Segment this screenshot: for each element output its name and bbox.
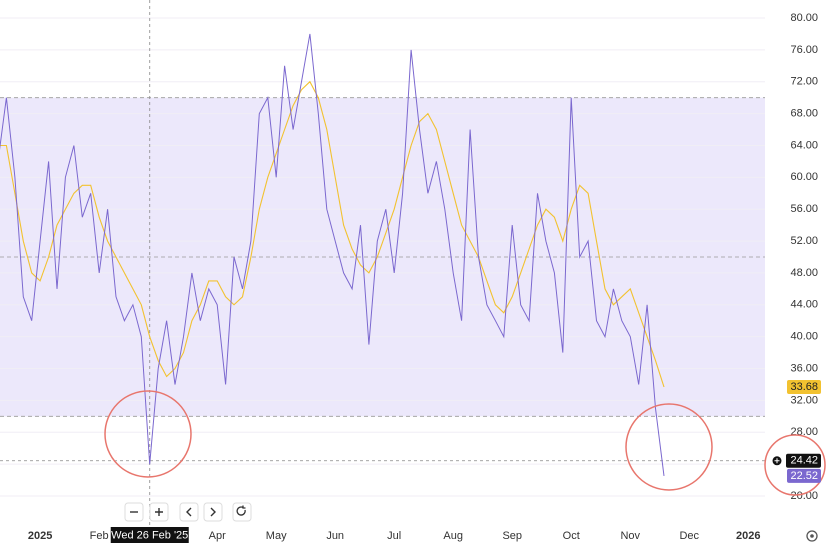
- y-tick-label: 44.00: [790, 299, 818, 311]
- crosshair-date-box: [110, 527, 189, 543]
- settings-button[interactable]: [806, 530, 818, 542]
- series-line: [0, 33, 665, 476]
- annotation-circle: [104, 390, 192, 478]
- y-tick-label: 20.00: [790, 490, 818, 502]
- y-tick-label: 76.00: [790, 44, 818, 56]
- icon: [210, 507, 216, 517]
- x-tick-label: May: [266, 530, 287, 542]
- plot-area: 20.0024.0028.0032.0036.0040.0044.0048.00…: [0, 0, 818, 542]
- x-tick-label: Aug: [443, 530, 463, 542]
- x-tick-label: Sep: [502, 530, 522, 542]
- crosshair-value-box: [786, 453, 821, 468]
- y-tick-label: 56.00: [790, 203, 818, 215]
- crosshair-value-label: 24.42: [790, 455, 818, 467]
- y-tick-label: 40.00: [790, 331, 818, 343]
- icon: [774, 458, 780, 464]
- last-value-label-box: [787, 468, 821, 483]
- x-tick-label: 2025: [28, 530, 52, 542]
- y-tick-label: 80.00: [790, 12, 818, 24]
- toolbar: [124, 502, 252, 522]
- last-value-label: 22.52: [790, 470, 818, 482]
- annotation-circle: [625, 403, 713, 491]
- last-value-label-box: [787, 380, 821, 395]
- y-tick-label: 72.00: [790, 76, 818, 88]
- x-tick-label: Dec: [679, 530, 699, 542]
- series-line: [0, 80, 665, 388]
- annotation-circle: [764, 434, 826, 496]
- icon: [236, 505, 246, 516]
- y-tick-label: 64.00: [790, 139, 818, 151]
- x-tick-label: Feb: [90, 530, 109, 542]
- last-value-label: 33.68: [790, 381, 818, 393]
- y-tick-label: 60.00: [790, 171, 818, 183]
- icon: [186, 507, 192, 517]
- scroll-left-button[interactable]: [179, 502, 199, 522]
- y-tick-label: 68.00: [790, 108, 818, 120]
- y-tick-label: 32.00: [790, 394, 818, 406]
- icon: [155, 508, 163, 516]
- x-tick-label: 2026: [736, 530, 760, 542]
- y-tick-label: 36.00: [790, 362, 818, 374]
- x-tick-label: Oct: [563, 530, 580, 542]
- y-tick-label: 52.00: [790, 235, 818, 247]
- crosshair-date-label: Wed 26 Feb '25: [111, 529, 188, 541]
- reset-button[interactable]: [232, 502, 252, 522]
- scroll-right-button[interactable]: [203, 502, 223, 522]
- y-tick-label: 48.00: [790, 267, 818, 279]
- x-tick-label: Jul: [387, 530, 401, 542]
- x-tick-label: Jun: [326, 530, 344, 542]
- x-tick-label: Nov: [620, 530, 640, 542]
- x-tick-label: Apr: [209, 530, 226, 542]
